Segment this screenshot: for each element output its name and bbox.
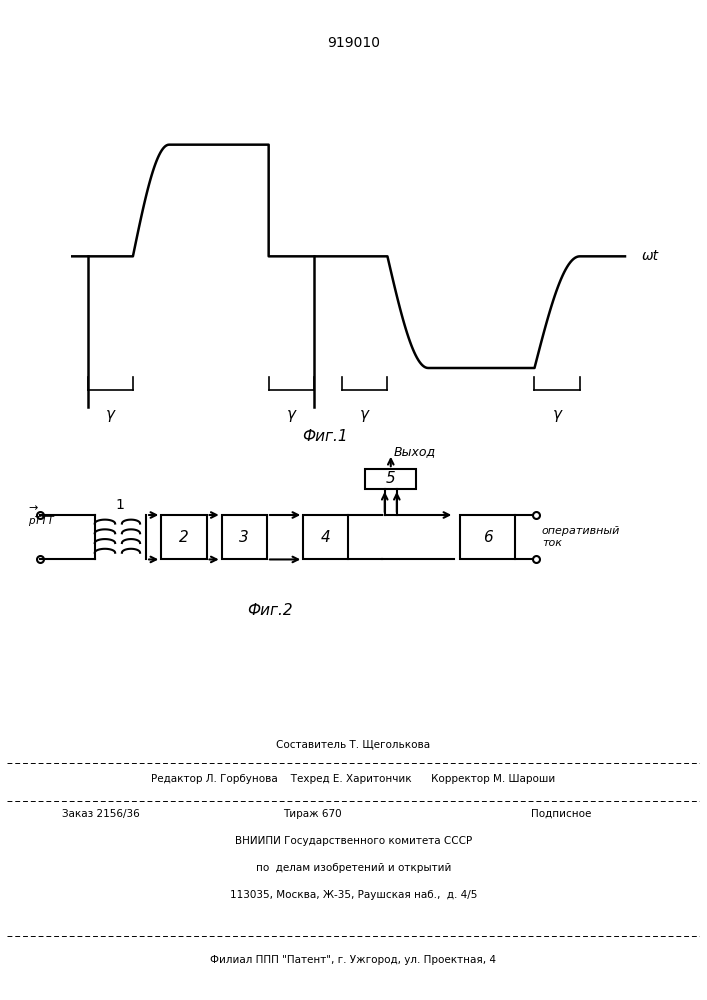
Text: 113035, Москва, Ж-35, Раушская наб.,  д. 4/5: 113035, Москва, Ж-35, Раушская наб., д. …	[230, 890, 477, 900]
Text: ВНИИПИ Государственного комитета СССР: ВНИИПИ Государственного комитета СССР	[235, 836, 472, 846]
Bar	[365, 469, 416, 489]
Text: 3: 3	[240, 530, 249, 545]
Bar	[303, 515, 349, 559]
Text: 1: 1	[116, 498, 124, 512]
Text: Составитель Т. Щеголькова: Составитель Т. Щеголькова	[276, 739, 431, 749]
Text: 2: 2	[179, 530, 189, 545]
Text: 919010: 919010	[327, 36, 380, 50]
Text: ωt: ωt	[642, 249, 659, 263]
Text: Фиг.2: Фиг.2	[247, 603, 293, 618]
Text: Редактор Л. Горбунова    Техред Е. Харитончик      Корректор М. Шароши: Редактор Л. Горбунова Техред Е. Харитонч…	[151, 774, 556, 784]
Text: 5: 5	[386, 471, 396, 486]
Text: рТТТ: рТТТ	[28, 516, 54, 526]
Text: Подписное: Подписное	[531, 809, 592, 819]
Text: γ: γ	[553, 407, 561, 422]
Bar	[460, 515, 515, 559]
Text: по  делам изобретений и открытий: по делам изобретений и открытий	[256, 863, 451, 873]
Text: γ: γ	[361, 407, 369, 422]
Text: Выход: Выход	[394, 445, 436, 458]
Text: 4: 4	[321, 530, 331, 545]
Text: Филиал ППП "Патент", г. Ужгород, ул. Проектная, 4: Филиал ППП "Патент", г. Ужгород, ул. Про…	[211, 955, 496, 965]
Text: γ: γ	[287, 407, 296, 422]
Text: γ: γ	[106, 407, 115, 422]
Bar	[221, 515, 267, 559]
Text: Фиг.1: Фиг.1	[303, 429, 348, 444]
Text: 6: 6	[483, 530, 492, 545]
Bar	[161, 515, 206, 559]
Text: →: →	[28, 503, 37, 513]
Text: Тираж 670: Тираж 670	[283, 809, 341, 819]
Text: Заказ 2156/36: Заказ 2156/36	[62, 809, 140, 819]
Text: оперативный
ток: оперативный ток	[542, 526, 620, 548]
